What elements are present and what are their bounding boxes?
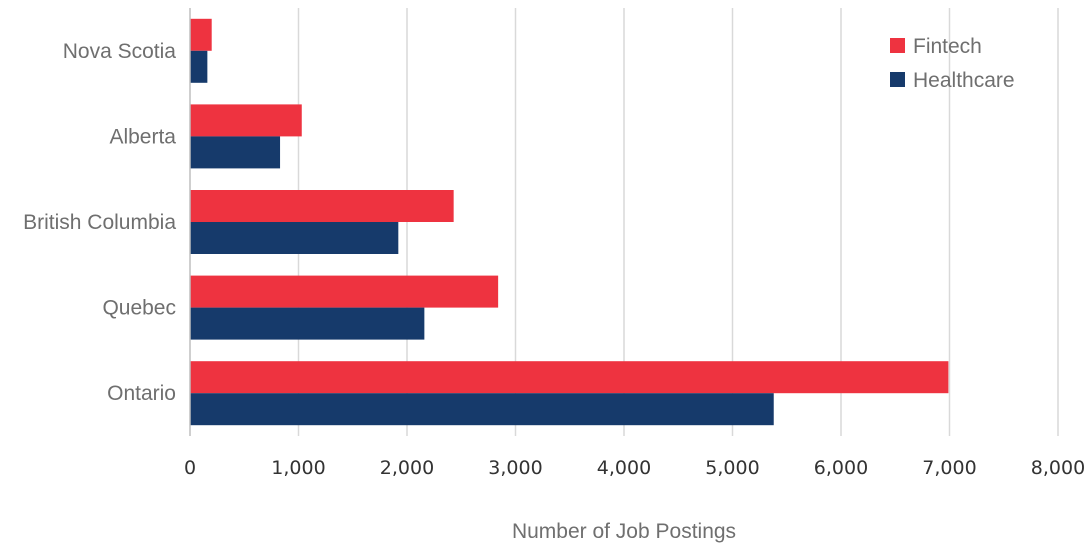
x-tick-label: 8,000	[1031, 457, 1085, 479]
x-tick-label: 1,000	[271, 457, 325, 479]
legend-label-fintech: Fintech	[913, 35, 982, 58]
legend-swatch-healthcare	[890, 72, 905, 87]
x-tick-labels: 0 1,000 2,000 3,000 4,000 5,000 6,000 7,000 8,00…	[184, 457, 1085, 479]
x-tick-label: 6,000	[814, 457, 868, 479]
x-tick-label: 7,000	[922, 457, 976, 479]
bar-healthcare-ontario	[190, 393, 774, 426]
legend: Fintech Healthcare	[890, 35, 1015, 92]
category-label: Ontario	[107, 382, 176, 405]
bar-fintech-ontario	[190, 361, 949, 394]
category-labels: Nova Scotia Alberta British Columbia Quebec…	[23, 40, 176, 405]
bar-fintech-nova-scotia	[190, 18, 212, 51]
bars	[190, 18, 949, 426]
grid-lines	[297, 8, 1059, 436]
bar-healthcare-quebec	[190, 307, 425, 340]
bar-healthcare-nova-scotia	[190, 50, 208, 83]
legend-label-healthcare: Healthcare	[913, 69, 1015, 92]
x-tick-label: 5,000	[705, 457, 759, 479]
category-label: Alberta	[109, 125, 176, 148]
x-tick-label: 0	[184, 457, 196, 479]
bar-fintech-alberta	[190, 104, 302, 137]
bar-healthcare-british-columbia	[190, 222, 399, 254]
x-tick-label: 2,000	[380, 457, 434, 479]
category-label: Nova Scotia	[63, 40, 177, 63]
bar-healthcare-alberta	[190, 136, 281, 169]
legend-swatch-fintech	[890, 38, 905, 53]
bar-fintech-quebec	[190, 275, 499, 308]
x-tick-label: 3,000	[488, 457, 542, 479]
category-label: British Columbia	[23, 211, 176, 234]
x-axis-title: Number of Job Postings	[512, 520, 736, 543]
x-tick-label: 4,000	[597, 457, 651, 479]
bar-fintech-british-columbia	[190, 190, 454, 222]
category-label: Quebec	[102, 297, 176, 320]
